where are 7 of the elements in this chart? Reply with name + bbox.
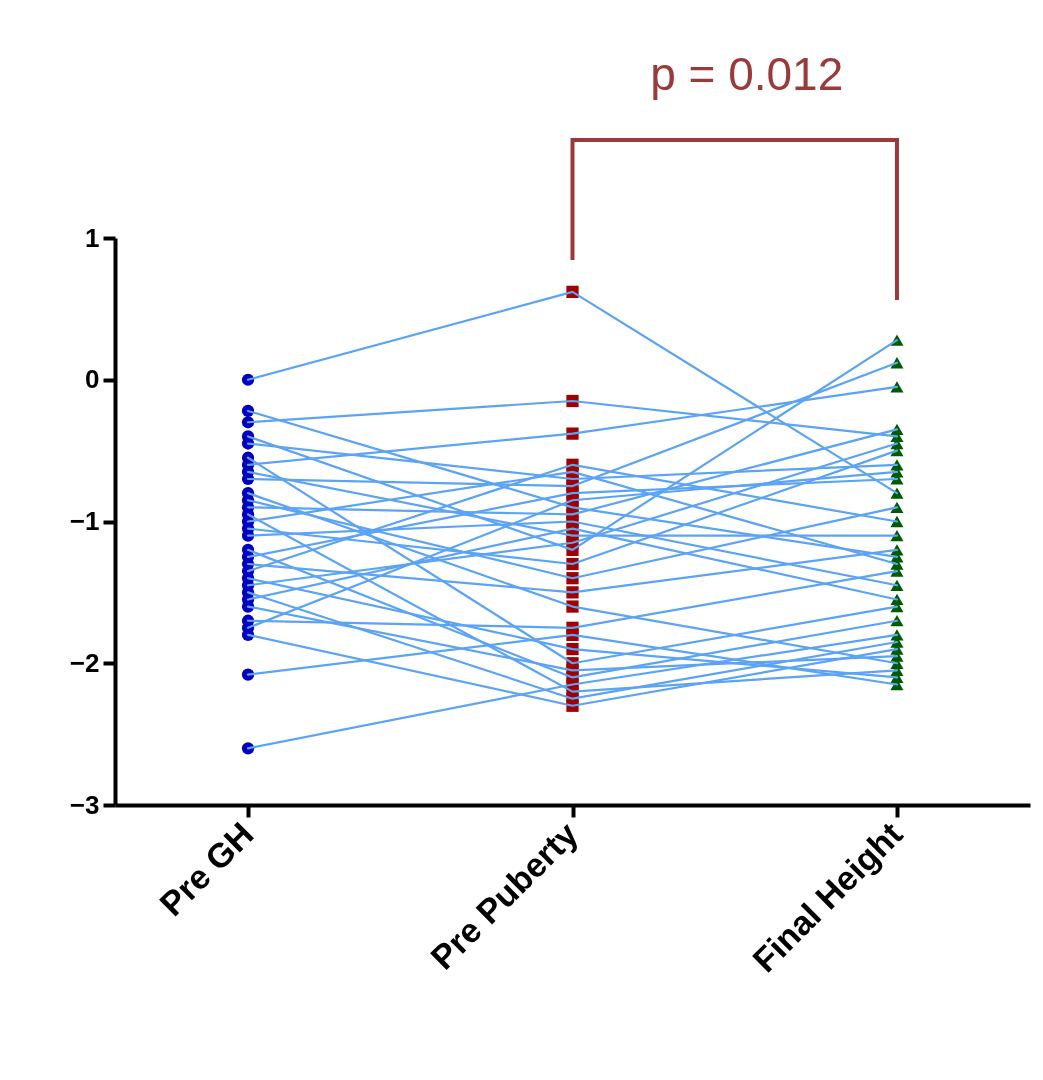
- y-tick-label: 0: [85, 364, 100, 395]
- y-tick-label: −3: [69, 789, 100, 820]
- y-tick-label: −2: [69, 647, 100, 678]
- text: p = 0.012: [650, 48, 844, 100]
- x-tick-label: Pre GH: [152, 814, 261, 924]
- y-tick-label: 1: [85, 222, 100, 253]
- y-tick-label: −1: [69, 506, 100, 536]
